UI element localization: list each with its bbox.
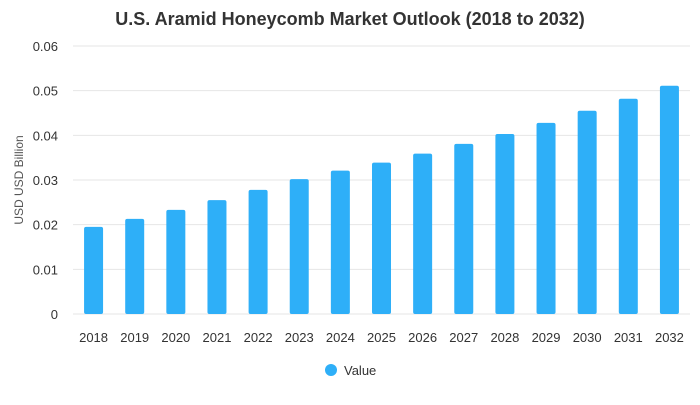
y-tick-label: 0 — [51, 307, 58, 322]
bar-2023[interactable] — [289, 179, 309, 314]
bar-2024[interactable] — [330, 170, 350, 314]
x-tick-label: 2025 — [367, 330, 396, 345]
legend[interactable]: Value — [325, 363, 376, 378]
bar-2018[interactable] — [84, 226, 104, 314]
y-tick-label: 0.03 — [33, 173, 58, 188]
x-tick-label: 2027 — [449, 330, 478, 345]
y-axis-ticks: 0 0.01 0.02 0.03 0.04 0.05 0.06 — [33, 39, 58, 322]
bar-2031[interactable] — [618, 98, 638, 314]
legend-label: Value — [344, 363, 376, 378]
x-tick-label: 2021 — [203, 330, 232, 345]
x-tick-label: 2026 — [408, 330, 437, 345]
x-tick-label: 2032 — [655, 330, 684, 345]
bar-2025[interactable] — [372, 162, 391, 314]
x-tick-label: 2018 — [79, 330, 108, 345]
x-tick-label: 2031 — [614, 330, 643, 345]
x-tick-label: 2030 — [573, 330, 602, 345]
x-tick-label: 2024 — [326, 330, 355, 345]
x-tick-label: 2029 — [532, 330, 561, 345]
y-tick-label: 0.05 — [33, 84, 58, 99]
y-tick-label: 0.04 — [33, 128, 58, 143]
bar-2021[interactable] — [207, 200, 227, 314]
x-tick-label: 2023 — [285, 330, 314, 345]
x-tick-label: 2028 — [490, 330, 519, 345]
bar-2029[interactable] — [536, 122, 556, 315]
bar-2022[interactable] — [248, 189, 268, 314]
legend-marker — [325, 364, 337, 376]
bars — [84, 85, 679, 315]
x-tick-label: 2019 — [120, 330, 149, 345]
y-tick-label: 0.06 — [33, 39, 58, 54]
bar-2026[interactable] — [413, 153, 433, 314]
bar-2020[interactable] — [166, 209, 186, 314]
chart-title: U.S. Aramid Honeycomb Market Outlook (20… — [115, 9, 584, 29]
bar-2019[interactable] — [125, 218, 145, 314]
bar-2032[interactable] — [659, 85, 679, 315]
y-axis-label: USD USD Billion — [12, 135, 26, 224]
bar-2030[interactable] — [577, 110, 597, 315]
y-tick-label: 0.02 — [33, 218, 58, 233]
y-tick-label: 0.01 — [33, 262, 58, 277]
x-tick-label: 2022 — [244, 330, 273, 345]
x-axis-ticks: 2018 2019 2020 2021 2022 2023 2024 2025 2026 2027… — [79, 330, 684, 345]
bar-2028[interactable] — [495, 133, 515, 314]
x-tick-label: 2020 — [161, 330, 190, 345]
bar-2027[interactable] — [454, 143, 474, 314]
